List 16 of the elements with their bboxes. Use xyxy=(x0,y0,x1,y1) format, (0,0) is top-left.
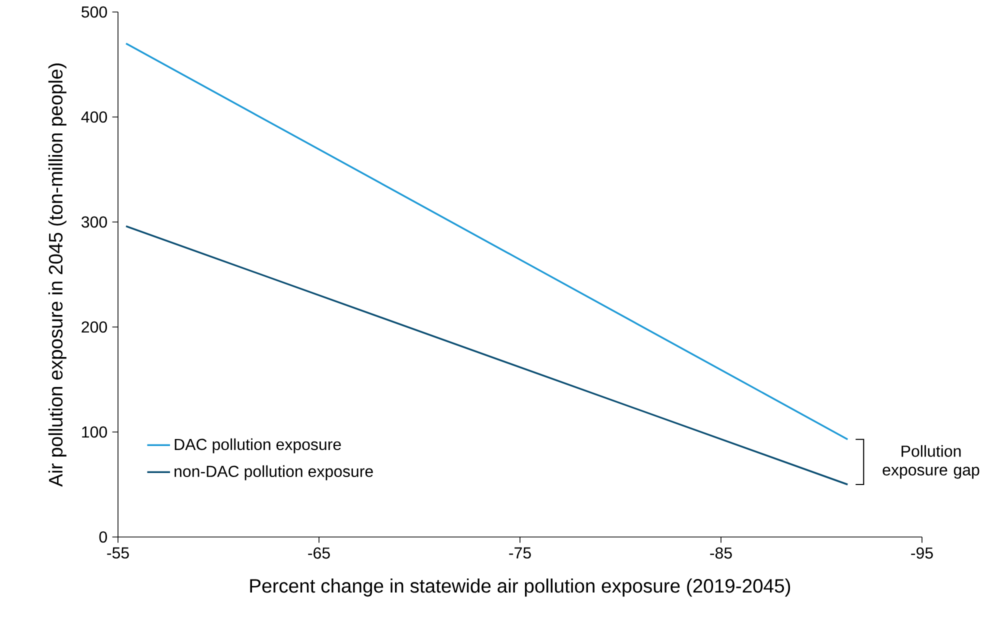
y-tick-label: 400 xyxy=(81,111,107,123)
y-tick-label: 500 xyxy=(82,6,107,18)
x-axis-title: Percent change in statewide air pollution exposure (2019-2045) xyxy=(250,578,790,597)
annotation: Pollution exposure gap xyxy=(882,445,980,479)
legend-label: DAC pollution exposure xyxy=(174,438,341,454)
y-tick-label: 200 xyxy=(82,321,107,333)
x-tick-label: -65 xyxy=(308,547,330,559)
y-tick-label: 0 xyxy=(99,531,107,543)
x-tick-label: -85 xyxy=(710,547,732,559)
y-tick-label: 100 xyxy=(82,426,107,438)
legend-label: non-DAC pollution exposure xyxy=(174,465,373,480)
x-tick-label: -75 xyxy=(509,547,531,559)
y-axis-title: Air pollution exposure in 2045 (ton-million people) xyxy=(48,64,66,487)
x-tick-label: -55 xyxy=(107,547,129,559)
x-tick-label: -95 xyxy=(911,547,933,559)
y-tick-label: 300 xyxy=(82,216,107,228)
